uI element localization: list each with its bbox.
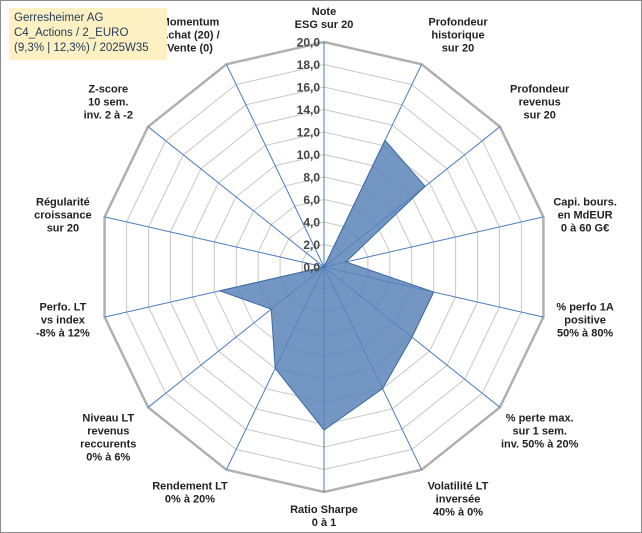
axis-label-13-line-1: Achat (20) / [160,29,219,41]
axis-label-11-line-2: sur 20 [47,223,79,235]
axis-label-8-line-1: 0% à 20% [165,494,215,506]
axis-label-8: Rendement LT 0% à 20% [152,481,228,506]
tick-label-8: 16,0 [297,81,321,95]
axis-label-6-line-2: 40% à 0% [433,507,483,519]
axis-spoke-12 [147,126,325,268]
tick-label-7: 14,0 [297,103,321,117]
axis-label-3-line-2: 0 à 60 G€ [561,223,609,235]
axis-label-10-line-2: -8% à 12% [36,327,90,339]
chart-title-line-3: (9,3% | 12,3%) / 2025W35 [14,42,149,54]
tick-label-0: 0,0 [303,261,320,275]
axis-label-9-line-1: revenus [87,426,129,438]
axis-label-1: Profondeur historique sur 20 [428,16,488,54]
axis-spoke-11 [104,216,325,268]
axis-label-1-line-0: Profondeur [428,16,488,28]
axis-label-9: Niveau LT revenus reccurents 0% à 6% [80,413,136,464]
axis-label-1-line-2: sur 20 [442,42,474,54]
axis-label-2: Profondeur revenus sur 20 [510,84,570,122]
axis-label-5-line-2: inv. 50% à 20% [501,439,579,451]
axis-label-0-line-0: Note [312,6,336,18]
axis-label-3: Capi. bours. en MdEUR 0 à 60 G€ [553,197,617,235]
axis-spoke-3 [323,216,544,268]
axis-label-3-line-0: Capi. bours. [553,197,617,209]
axis-label-11-line-0: Régularité [36,197,90,209]
axis-label-3-line-1: en MdEUR [558,210,613,222]
axis-label-8-line-0: Rendement LT [152,481,228,493]
tick-label-2: 4,0 [303,216,320,230]
axis-label-5-line-0: % perte max. [506,413,574,425]
axis-label-10-line-0: Perfo. LT [39,301,86,313]
axis-label-11: Régularité croissance sur 20 [34,197,91,235]
axis-label-4: % perfo 1A positive 50% à 80% [556,301,614,339]
chart-title-line-1: Gerresheimer AG [14,12,104,24]
axis-label-10: Perfo. LT vs index -8% à 12% [36,301,90,339]
axis-label-12-line-2: inv. 2 à -2 [84,110,133,122]
axis-label-13-line-2: Vente (0) [167,42,213,54]
axis-label-7-line-1: 0 à 1 [312,517,336,529]
tick-label-9: 18,0 [297,58,321,72]
axis-label-12: Z-score 10 sem. inv. 2 à -2 [84,84,133,122]
axis-label-4-line-2: 50% à 80% [557,327,613,339]
axis-label-1-line-1: historique [431,29,484,41]
tick-label-10: 20,0 [297,36,321,50]
tick-label-5: 10,0 [297,148,321,162]
axis-label-13-line-0: Momentum [161,16,220,28]
axis-spoke-13 [225,64,325,268]
chart-title-box: Gerresheimer AG C4_Actions / 2_EURO (9,3… [9,8,167,60]
axis-label-12-line-1: 10 sem. [88,97,128,109]
axis-label-9-line-2: reccurents [80,439,136,451]
tick-label-6: 12,0 [297,126,321,140]
axis-label-6-line-1: inversée [436,494,481,506]
axis-label-0-line-1: ESG sur 20 [295,19,354,31]
axis-label-5-line-1: sur 1 sem. [512,426,566,438]
axis-label-9-line-3: 0% à 6% [86,452,130,464]
axis-label-6-line-0: Volatilité LT [428,481,489,493]
axis-label-7: Ratio Sharpe 0 à 1 [290,504,358,529]
axis-label-10-line-1: vs index [41,314,86,326]
axis-label-9-line-0: Niveau LT [82,413,134,425]
axis-label-11-line-1: croissance [34,210,91,222]
axis-label-4-line-1: positive [564,314,606,326]
axis-label-2-line-2: sur 20 [523,110,555,122]
tick-label-4: 8,0 [303,171,320,185]
axis-label-6: Volatilité LT inversée 40% à 0% [428,481,489,519]
axis-label-0: Note ESG sur 20 [295,6,354,31]
axis-label-13: Momentum Achat (20) / Vente (0) [160,16,219,54]
axis-label-2-line-1: revenus [519,97,561,109]
axis-label-7-line-0: Ratio Sharpe [290,504,358,516]
chart-title-line-2: C4_Actions / 2_EURO [14,27,129,39]
tick-label-1: 2,0 [303,238,320,252]
data-series-area [218,139,435,431]
tick-label-3: 6,0 [303,193,320,207]
axis-label-2-line-0: Profondeur [510,84,570,96]
axis-label-5: % perte max. sur 1 sem. inv. 50% à 20% [501,413,579,451]
axis-label-4-line-0: % perfo 1A [556,301,614,313]
axis-label-12-line-0: Z-score [88,84,128,96]
